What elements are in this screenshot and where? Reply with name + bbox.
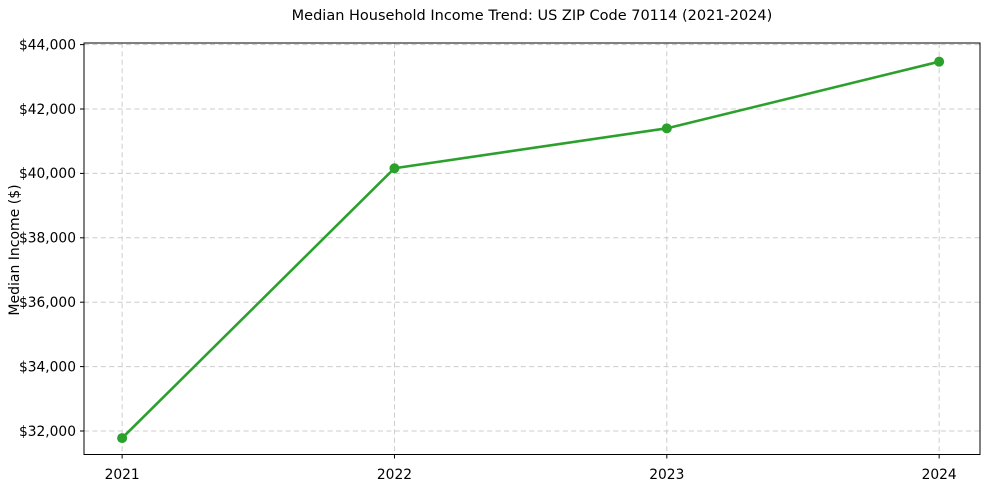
- income-trend-line: [120, 60, 941, 440]
- y-tick-label: $32,000: [19, 424, 76, 440]
- y-tick-label: $42,000: [19, 102, 76, 118]
- x-tick-label: 2023: [649, 467, 684, 483]
- y-tick-label: $36,000: [19, 295, 76, 311]
- data-point-2024: [934, 56, 945, 67]
- chart-title: Median Household Income Trend: US ZIP Co…: [291, 8, 773, 24]
- y-tick-label: $38,000: [19, 231, 76, 247]
- y-tick-label: $44,000: [19, 37, 76, 53]
- x-tick-label: 2024: [922, 467, 957, 483]
- x-tick-label: 2021: [105, 467, 140, 483]
- y-tick-label: $40,000: [19, 166, 76, 182]
- data-point-2021: [117, 433, 128, 444]
- data-point-2022: [389, 163, 400, 174]
- plot-border: [83, 42, 981, 455]
- x-tick-label: 2022: [377, 467, 412, 483]
- y-tick-label: $34,000: [19, 359, 76, 375]
- data-point-2023: [661, 123, 672, 134]
